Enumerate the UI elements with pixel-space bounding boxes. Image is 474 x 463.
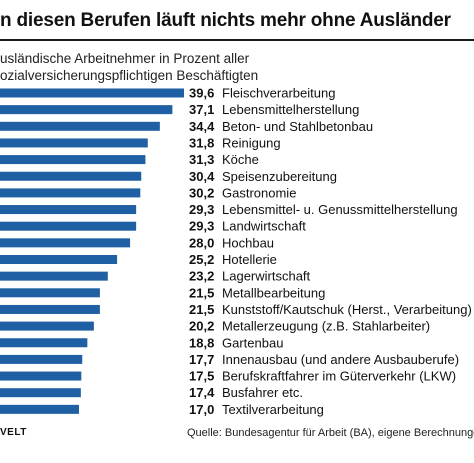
bar-value-label: 17,4 — [189, 385, 215, 400]
bar-value-label: 39,6 — [189, 86, 214, 101]
bar-value-label: 28,0 — [189, 235, 214, 250]
category-label: Lagerwirtschaft — [222, 269, 311, 284]
bar-value-label: 29,3 — [189, 219, 214, 234]
bar-value-label: 25,2 — [189, 252, 214, 267]
bar-value-label: 31,8 — [189, 135, 214, 150]
bar — [0, 138, 148, 148]
bar — [0, 188, 141, 198]
bar-value-label: 18,8 — [189, 335, 214, 350]
bar — [0, 105, 173, 115]
bar-value-label: 20,2 — [189, 319, 214, 334]
category-label: Gastronomie — [222, 185, 296, 200]
category-label: Busfahrer etc. — [222, 385, 303, 400]
category-label: Fleischverarbeitung — [222, 86, 335, 101]
bar — [0, 288, 100, 298]
source-note: Quelle: Bundesagentur für Arbeit (BA), e… — [187, 427, 474, 439]
bar — [0, 338, 88, 348]
bar — [0, 354, 83, 364]
bar-value-label: 23,2 — [189, 269, 214, 284]
bar — [0, 404, 79, 414]
title-divider — [0, 39, 474, 41]
subtitle-line-1: usländische Arbeitnehmer in Prozent alle… — [0, 51, 250, 66]
chart-subtitle: usländische Arbeitnehmer in Prozent alle… — [0, 50, 474, 84]
category-label: Hochbau — [222, 235, 274, 250]
bar — [0, 271, 108, 281]
bar-value-label: 31,3 — [189, 152, 214, 167]
bar — [0, 221, 137, 231]
category-label: Köche — [222, 152, 259, 167]
bar-value-label: 34,4 — [189, 119, 215, 134]
welt-logo: VELT — [0, 427, 27, 438]
bar — [0, 371, 82, 381]
category-label: Reinigung — [222, 135, 281, 150]
bar — [0, 255, 118, 264]
bar-value-label: 21,5 — [189, 302, 214, 317]
category-label: Gartenbau — [222, 335, 283, 350]
bar — [0, 171, 142, 181]
bar — [0, 88, 184, 98]
bar — [0, 205, 137, 215]
bar-value-label: 37,1 — [189, 102, 214, 117]
category-label: Innenausbau (und andere Ausbauberufe) — [222, 352, 459, 367]
category-label: Textilverarbeitung — [222, 402, 324, 417]
bar — [0, 155, 146, 165]
category-label: Metallbearbeitung — [222, 285, 325, 300]
subtitle-line-2: ozialversicherungspflichtigen Beschäftig… — [0, 68, 259, 83]
category-label: Lebensmittelherstellung — [222, 102, 359, 117]
category-label: Kunststoff/Kautschuk (Herst., Verarbeitu… — [222, 302, 472, 317]
bar — [0, 388, 81, 398]
bar-value-label: 17,5 — [189, 369, 214, 384]
category-label: Metallerzeugung (z.B. Stahlarbeiter) — [222, 319, 430, 334]
category-label: Lebensmittel- u. Genussmittelherstellung — [222, 202, 458, 217]
bar — [0, 121, 160, 131]
bar-value-label: 30,4 — [189, 169, 215, 184]
bar-value-label: 21,5 — [189, 285, 214, 300]
bar-value-label: 30,2 — [189, 185, 214, 200]
chart-title: n diesen Berufen läuft nichts mehr ohne … — [0, 10, 451, 31]
category-label: Hotellerie — [222, 252, 277, 267]
bar — [0, 321, 94, 331]
bar-value-label: 17,0 — [189, 402, 214, 417]
bar-value-label: 29,3 — [189, 202, 214, 217]
category-label: Beton- und Stahlbetonbau — [222, 119, 373, 134]
category-label: Speisenzubereitung — [222, 169, 337, 184]
bar-value-label: 17,7 — [189, 352, 214, 367]
category-label: Berufskraftfahrer im Güterverkehr (LKW) — [222, 369, 456, 384]
bar-chart: 39,6 Fleischverarbeitung 37,1 Lebensmittelh… — [0, 86, 472, 417]
category-label: Landwirtschaft — [222, 219, 306, 234]
bar — [0, 304, 100, 314]
bar — [0, 238, 131, 248]
